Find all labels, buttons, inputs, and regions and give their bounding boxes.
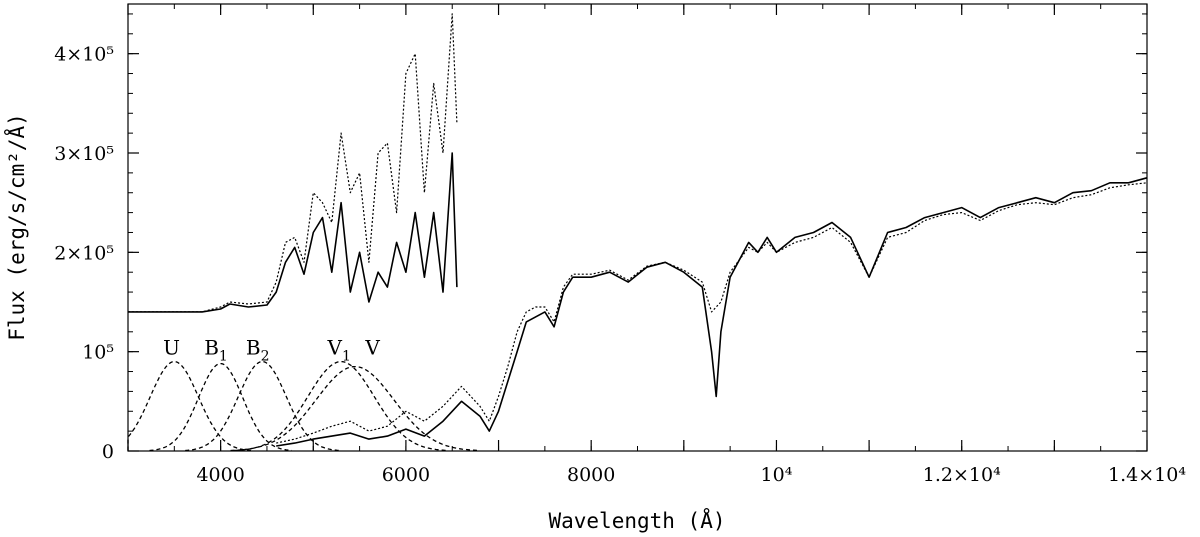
x-axis-title: Wavelength (Å) (548, 507, 725, 533)
x-tick-label: 8000 (567, 464, 615, 486)
spectrum-line-dotted-3 (276, 182, 1148, 444)
x-tick-label: 1.4×10⁴ (1108, 464, 1186, 486)
filter-label-V: V (364, 336, 380, 360)
filter-curve-V (230, 365, 480, 452)
x-tick-labels: 4000 6000 8000 10⁴ 1.2×10⁴ 1.4×10⁴ (196, 464, 1186, 486)
filter-label-U: U (163, 336, 180, 360)
spectrum-line-solid-0 (128, 152, 458, 313)
x-tick-label: 10⁴ (761, 464, 793, 486)
y-tick-label: 2×10⁵ (54, 242, 114, 264)
filter-label-B1: B1 (204, 336, 228, 365)
spectrum-line-dotted-1 (128, 13, 458, 313)
x-tick-label: 4000 (196, 464, 244, 486)
filter-curves (127, 360, 480, 452)
filter-curve-V1 (234, 360, 448, 452)
y-tick-label: 4×10⁵ (54, 44, 114, 66)
spectrum-series (128, 13, 1148, 447)
y-tick-label: 3×10⁵ (54, 143, 114, 165)
filter-curve-U (127, 360, 252, 452)
y-tick-label: 0 (102, 441, 114, 463)
x-tick-label: 6000 (382, 464, 430, 486)
filter-labels: U B1 B2 V1 V (163, 336, 380, 365)
y-axis-title: Flux (erg/s/cm²/Å) (3, 113, 29, 341)
x-tick-label: 1.2×10⁴ (923, 464, 1001, 486)
filter-label-subscript: 1 (342, 349, 351, 365)
filter-label-subscript: 2 (261, 349, 270, 365)
filter-label-subscript: 1 (219, 349, 228, 365)
y-tick-labels: 0 10⁵ 2×10⁵ 3×10⁵ 4×10⁵ (54, 44, 114, 463)
filter-label-B2: B2 (246, 336, 270, 365)
filter-label-V1: V1 (327, 336, 351, 365)
major-ticks (127, 4, 1148, 452)
y-tick-label: 10⁵ (82, 342, 114, 364)
spectrum-line-solid-2 (276, 177, 1148, 447)
filter-curve-B1 (149, 362, 292, 452)
